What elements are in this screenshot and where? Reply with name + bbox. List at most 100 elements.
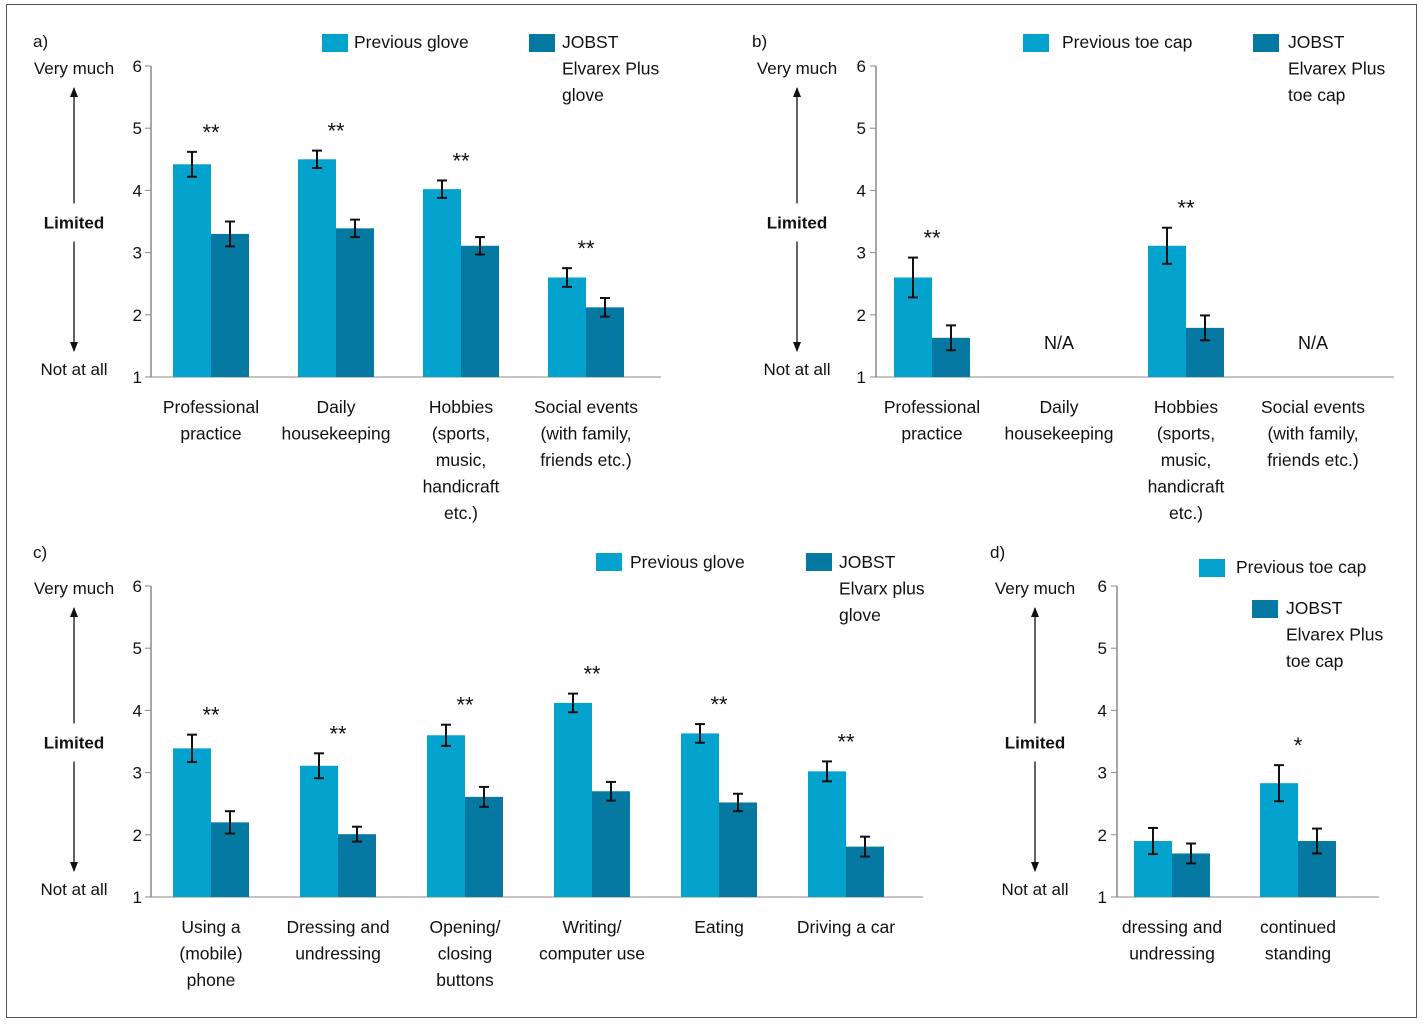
- category-label-b: Professional: [884, 397, 980, 417]
- legend-swatch-d: [1199, 559, 1225, 577]
- bar-c-s0: [173, 748, 211, 897]
- y-tick-label-c: 3: [133, 764, 142, 783]
- bar-c-s0: [300, 765, 338, 897]
- scale-label-bottom: Not at all: [763, 360, 830, 379]
- legend-label-d: toe cap: [1286, 651, 1343, 671]
- legend-swatch-a: [529, 34, 555, 52]
- bar-a-s0: [298, 159, 336, 377]
- legend-label-b: Elvarex Plus: [1288, 59, 1386, 79]
- scale-arrowhead-up: [70, 87, 78, 97]
- scale-arrowhead-up: [70, 607, 78, 617]
- legend-swatch-d: [1252, 600, 1278, 618]
- significance-mark-c: **: [583, 662, 601, 687]
- y-tick-label-b: 4: [857, 181, 866, 200]
- scale-label-top: Very much: [757, 59, 837, 78]
- scale-label-middle: Limited: [44, 734, 104, 753]
- scale-label-middle: Limited: [767, 214, 827, 233]
- y-tick-label-b: 2: [857, 306, 866, 325]
- legend-label-d: Elvarex Plus: [1286, 625, 1384, 645]
- category-label-c: undressing: [295, 944, 381, 964]
- category-label-b: Daily: [1040, 397, 1079, 417]
- scale-arrowhead-up: [793, 87, 801, 97]
- significance-mark-a: **: [327, 119, 345, 144]
- legend-swatch-c: [806, 553, 832, 571]
- category-label-b: music,: [1161, 450, 1212, 470]
- category-label-c: Driving a car: [797, 917, 895, 937]
- category-label-c: buttons: [436, 970, 494, 990]
- legend-label-d: Previous toe cap: [1236, 557, 1366, 577]
- y-tick-label-d: 3: [1098, 764, 1107, 783]
- legend-label-c: glove: [839, 605, 881, 625]
- significance-mark-a: **: [577, 236, 595, 261]
- significance-mark-b: **: [923, 226, 941, 251]
- significance-mark-a: **: [452, 148, 470, 173]
- bar-c-s1: [211, 822, 249, 897]
- y-tick-label-a: 4: [133, 181, 142, 200]
- category-label-c: Using a: [181, 917, 241, 937]
- category-label-c: Dressing and: [286, 917, 389, 937]
- category-label-a: Social events: [534, 397, 638, 417]
- bar-c-s0: [554, 702, 592, 897]
- category-label-d: undressing: [1129, 944, 1215, 964]
- bar-a-s1: [211, 233, 249, 377]
- category-label-a: (sports,: [432, 424, 490, 444]
- category-label-a: etc.): [444, 503, 478, 523]
- bar-c-s1: [719, 802, 757, 897]
- scale-label-middle: Limited: [1005, 734, 1065, 753]
- category-label-a: Hobbies: [429, 397, 493, 417]
- category-label-b: practice: [901, 424, 962, 444]
- category-label-b: Hobbies: [1154, 397, 1218, 417]
- scale-label-bottom: Not at all: [40, 360, 107, 379]
- y-tick-label-c: 1: [133, 888, 142, 907]
- y-tick-label-d: 5: [1098, 639, 1107, 658]
- legend-label-c: JOBST: [839, 552, 896, 572]
- significance-mark-c: **: [456, 693, 474, 718]
- bar-a-s0: [423, 189, 461, 377]
- legend-label-b: JOBST: [1288, 32, 1345, 52]
- y-tick-label-d: 2: [1098, 826, 1107, 845]
- panel-label-a: a): [33, 32, 48, 51]
- scale-label-bottom: Not at all: [40, 880, 107, 899]
- category-label-d: continued: [1260, 917, 1336, 937]
- category-label-d: standing: [1265, 944, 1331, 964]
- panel-label-c: c): [33, 543, 47, 562]
- scale-arrowhead-down: [70, 342, 78, 352]
- legend-label-d: JOBST: [1286, 598, 1343, 618]
- significance-mark-c: **: [710, 692, 728, 717]
- scale-arrowhead-down: [1031, 862, 1039, 872]
- legend-label-b: Previous toe cap: [1062, 32, 1192, 52]
- legend-label-b: toe cap: [1288, 85, 1345, 105]
- category-label-a: Professional: [163, 397, 259, 417]
- y-tick-label-a: 2: [133, 306, 142, 325]
- legend-swatch-a: [322, 34, 348, 52]
- category-label-a: handicraft: [423, 477, 500, 497]
- y-tick-label-b: 3: [857, 244, 866, 263]
- scale-label-bottom: Not at all: [1001, 880, 1068, 899]
- category-label-a: practice: [180, 424, 241, 444]
- y-tick-label-a: 5: [133, 119, 142, 138]
- scale-label-top: Very much: [995, 579, 1075, 598]
- scale-label-top: Very much: [34, 579, 114, 598]
- category-label-a: (with family,: [540, 424, 631, 444]
- legend-label-c: Elvarx plus: [839, 579, 925, 599]
- category-label-a: Daily: [317, 397, 356, 417]
- na-label-b: N/A: [1044, 333, 1074, 353]
- category-label-b: etc.): [1169, 503, 1203, 523]
- bar-a-s1: [461, 245, 499, 377]
- scale-arrowhead-down: [793, 342, 801, 352]
- y-tick-label-a: 6: [133, 57, 142, 76]
- panel-label-d: d): [990, 543, 1005, 562]
- category-label-c: closing: [438, 944, 492, 964]
- scale-label-middle: Limited: [44, 214, 104, 233]
- category-label-c: Writing/: [563, 917, 622, 937]
- legend-swatch-b: [1253, 34, 1279, 52]
- na-label-b: N/A: [1298, 333, 1328, 353]
- significance-mark-c: **: [329, 721, 347, 746]
- y-tick-label-c: 2: [133, 826, 142, 845]
- y-tick-label-d: 4: [1098, 701, 1107, 720]
- bar-c-s1: [465, 796, 503, 897]
- category-label-c: computer use: [539, 944, 645, 964]
- panel-label-b: b): [752, 32, 767, 51]
- figure-frame: [6, 4, 1417, 1018]
- scale-arrowhead-down: [70, 862, 78, 872]
